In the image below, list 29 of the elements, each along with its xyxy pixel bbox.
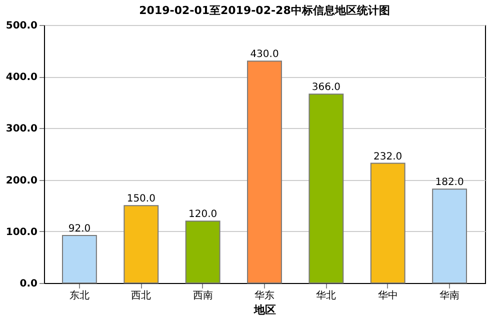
x-tick-label: 华南 xyxy=(440,290,460,302)
data-label: 92.0 xyxy=(68,224,91,235)
bar xyxy=(247,60,282,284)
x-tick-label: 东北 xyxy=(69,290,90,302)
x-tick-label: 西北 xyxy=(131,290,152,302)
x-tick-label: 华北 xyxy=(316,290,336,302)
data-label: 366.0 xyxy=(312,82,340,94)
y-tick-label: 200.0 xyxy=(6,175,38,186)
x-tick-label: 华东 xyxy=(254,290,274,302)
chart-title: 2019-02-01至2019-02-28中标信息地区统计图 xyxy=(139,4,390,17)
bar xyxy=(308,94,344,284)
data-label: 150.0 xyxy=(126,194,156,205)
y-tick-label: 500.0 xyxy=(6,20,38,32)
bar xyxy=(62,235,97,284)
bar xyxy=(370,162,406,284)
y-tick-label: 100.0 xyxy=(6,226,38,238)
data-label: 182.0 xyxy=(435,177,464,188)
bar xyxy=(432,188,467,284)
x-axis-title: 地区 xyxy=(253,304,276,316)
data-label: 232.0 xyxy=(374,151,402,162)
bar xyxy=(124,205,159,284)
x-tick-label: 华中 xyxy=(378,290,398,302)
data-label: 430.0 xyxy=(250,49,279,60)
bar xyxy=(185,220,220,284)
data-label: 120.0 xyxy=(188,209,218,220)
y-tick-label: 0.0 xyxy=(20,278,38,290)
y-tick-label: 300.0 xyxy=(6,124,38,135)
x-tick-label: 西南 xyxy=(192,290,213,302)
y-tick-label: 400.0 xyxy=(6,72,38,84)
